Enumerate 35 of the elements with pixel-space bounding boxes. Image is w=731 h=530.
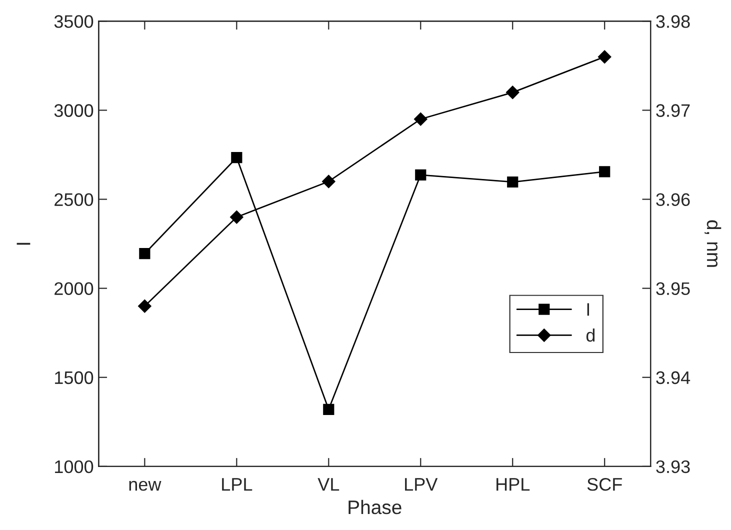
x-tick-label: HPL	[496, 478, 530, 491]
y2-tick-label: 3.95	[656, 282, 690, 296]
x-tick-label: SCF	[587, 478, 622, 491]
point	[231, 152, 242, 164]
point	[598, 50, 612, 64]
y2-tick-label: 3.94	[656, 371, 690, 384]
y-tick-label: 2000	[54, 282, 94, 296]
legend-label: d	[586, 328, 595, 342]
x-tick-label: new	[129, 480, 162, 491]
x-tick-label: LPL	[222, 478, 252, 491]
x-tick-label: LPV	[405, 478, 438, 491]
y2-tick-label: 3.93	[656, 460, 690, 474]
y-tick-label: 1000	[55, 460, 94, 474]
point	[138, 300, 152, 313]
y2-tick-label: 3.98	[656, 15, 690, 28]
y-tick-label: 2500	[54, 193, 94, 206]
y2-tick-label: 3.97	[656, 104, 690, 117]
y-tick-label: 3000	[54, 104, 94, 117]
y-tick-label: 3500	[54, 15, 94, 28]
point	[414, 112, 428, 126]
point	[323, 404, 334, 415]
point	[506, 86, 520, 100]
x-axis-title: Phase	[348, 500, 402, 514]
legend-label: I	[587, 303, 590, 316]
y2-axis-title: d, nm	[704, 220, 722, 267]
point	[230, 210, 244, 224]
point	[507, 176, 518, 188]
point	[599, 166, 610, 178]
y-tick-label: 1500	[55, 371, 94, 384]
point	[322, 174, 336, 188]
y2-tick-label: 3.96	[656, 193, 690, 206]
point	[415, 169, 426, 180]
x-tick-label: VL	[318, 478, 340, 491]
y-axis-title: I	[16, 242, 30, 245]
point	[139, 248, 150, 260]
